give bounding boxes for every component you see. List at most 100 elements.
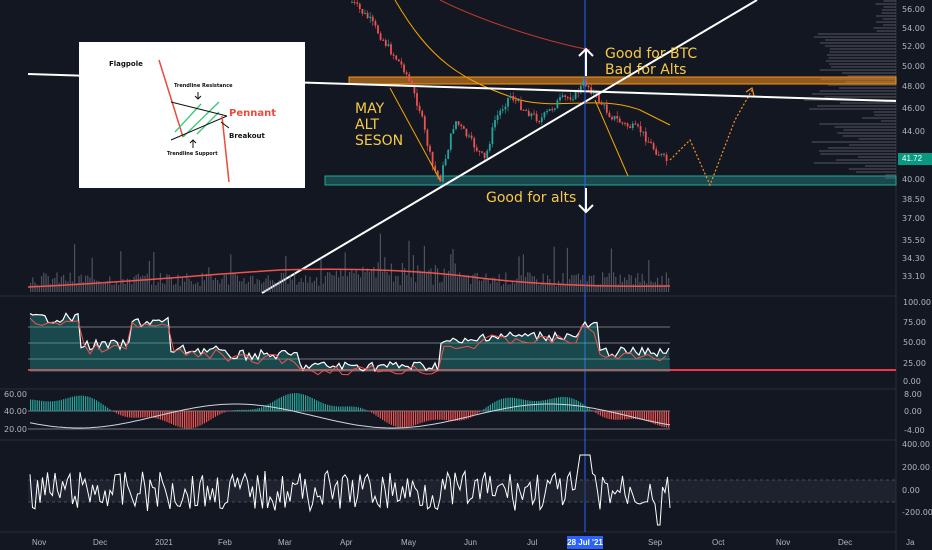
projection-path[interactable]	[669, 89, 753, 187]
volume-bar	[496, 282, 498, 292]
annotation-may[interactable]: MAY	[355, 101, 385, 117]
histogram-bar	[628, 411, 630, 420]
volume-profile-bar	[811, 141, 896, 143]
volume-bar	[151, 284, 153, 292]
volume-bar	[630, 275, 632, 292]
annotation-seson[interactable]: SESON	[355, 133, 404, 149]
volume-bar	[454, 263, 456, 292]
histogram-bar	[571, 398, 573, 411]
candle-body	[618, 118, 621, 123]
volume-bar	[254, 284, 256, 292]
candle-body	[408, 74, 411, 81]
volume-bar	[113, 284, 115, 292]
volume-bar	[197, 282, 199, 292]
histogram-bar	[393, 411, 395, 426]
trendline-resistance-line	[170, 101, 228, 117]
histogram-bar	[305, 395, 307, 411]
support-zone[interactable]	[324, 175, 897, 186]
volume-bar	[54, 277, 56, 292]
histogram-bar	[419, 411, 421, 424]
crosshair-date-badge: 28 Jul '21	[567, 536, 603, 549]
candle-body	[364, 12, 366, 14]
histogram-bar	[30, 399, 32, 411]
volume-bar	[538, 284, 540, 292]
histogram-bar	[467, 411, 469, 419]
indicator-tick-label: 20.00	[4, 425, 27, 434]
histogram-bar	[302, 394, 304, 411]
histogram-bar	[120, 411, 122, 416]
volume-bar	[283, 272, 285, 292]
volume-bar	[551, 284, 553, 292]
annotation-bad-alts[interactable]: Bad for Alts	[605, 62, 687, 78]
histogram-bar	[430, 411, 432, 421]
volume-bar	[153, 252, 155, 292]
candle-body	[527, 111, 530, 117]
volume-profile-bar	[847, 75, 896, 77]
candle-body	[616, 116, 619, 119]
volume-bar	[505, 272, 507, 292]
histogram-bar	[151, 411, 153, 418]
volume-bar	[201, 272, 203, 292]
volume-bar	[470, 284, 472, 292]
histogram-bar	[505, 397, 507, 411]
histogram-bar	[146, 411, 148, 418]
histogram-bar	[195, 411, 197, 428]
candle-body	[416, 93, 418, 106]
histogram-bar	[267, 404, 269, 411]
candle-body	[626, 123, 629, 127]
histogram-bar	[357, 407, 359, 411]
volume-profile-bar	[848, 168, 896, 170]
volume-profile-bar	[840, 102, 896, 104]
candle-body	[663, 153, 665, 155]
histogram-bar	[188, 411, 190, 429]
candle-body	[569, 97, 572, 100]
histogram-bar	[263, 406, 265, 411]
volume-profile-bar	[885, 177, 896, 179]
volume-bar	[602, 272, 604, 292]
volume-profile-bar	[856, 171, 896, 173]
support-trendline[interactable]	[261, 0, 758, 294]
candle-body	[637, 124, 639, 127]
annotation-good-btc[interactable]: Good for BTC	[605, 46, 698, 62]
volume-bar	[410, 277, 412, 292]
candle-body	[361, 9, 364, 14]
histogram-bar	[261, 407, 263, 411]
histogram-bar	[542, 400, 544, 411]
volume-bar	[386, 271, 388, 292]
volume-bar	[43, 272, 45, 292]
volume-bar	[588, 275, 590, 292]
indicator-tick-label: 200.00	[902, 463, 930, 472]
candle-body	[598, 93, 600, 103]
histogram-bar	[256, 408, 258, 411]
histogram-bar	[107, 407, 109, 411]
volume-bar	[38, 285, 40, 292]
candle-body	[574, 90, 577, 100]
volume-profile-bar	[880, 120, 896, 122]
candle-body	[478, 150, 481, 152]
histogram-bar	[225, 411, 227, 412]
annotation-good-alts[interactable]: Good for alts	[486, 190, 577, 206]
volume-bar	[668, 278, 670, 292]
annotation-alt[interactable]: ALT	[355, 117, 380, 133]
time-tick-label: Feb	[218, 538, 232, 547]
channel-line[interactable]	[594, 99, 629, 177]
volume-bar	[353, 273, 355, 292]
pennant-zigzag	[182, 101, 220, 138]
candle-body	[629, 126, 632, 129]
volume-bar	[217, 279, 219, 292]
volume-bar	[628, 274, 630, 292]
candle-body	[483, 152, 486, 158]
histogram-bar	[549, 399, 551, 411]
histogram-bar	[60, 399, 62, 411]
volume-bar	[58, 282, 60, 292]
histogram-bar	[536, 401, 538, 411]
volume-bar	[148, 261, 150, 292]
histogram-bar	[80, 395, 82, 411]
candle-body	[509, 96, 512, 98]
histogram-bar	[382, 411, 384, 420]
histogram-bar	[377, 411, 379, 417]
candle-body	[460, 124, 463, 127]
channel-line[interactable]	[389, 87, 441, 181]
candle-body	[455, 121, 457, 130]
